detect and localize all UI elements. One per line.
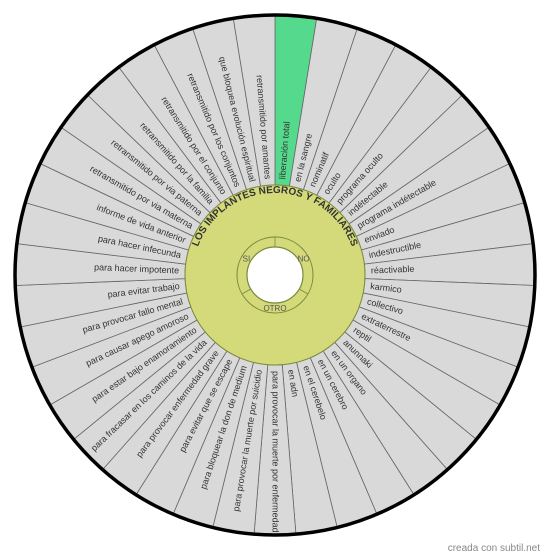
sector-label: réactivable <box>371 264 415 276</box>
inner-segment-label: OTRO <box>263 304 286 313</box>
footer-credit: creada con subtil.net <box>448 543 540 554</box>
inner-segment-label: NO <box>298 255 310 264</box>
radial-wheel-diagram: LOS IMPLANTES NEGROS Y FAMILIARESSINOOTR… <box>0 0 550 550</box>
sector-label: para provocar la muerte por enfermedad <box>271 371 281 533</box>
inner-segment-label: SI <box>243 255 251 264</box>
